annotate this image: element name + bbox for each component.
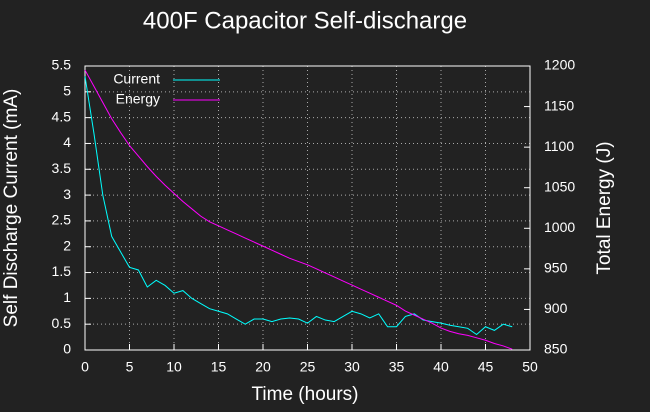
y2-tick-label: 1000 [544, 219, 575, 235]
y-tick-label: 2 [63, 237, 71, 253]
legend-label: Current [113, 71, 160, 87]
x-axis-label: Time (hours) [252, 384, 359, 405]
y-tick-label: 4 [63, 134, 71, 150]
y2-tick-label: 900 [544, 300, 568, 316]
y2-tick-label: 950 [544, 260, 568, 276]
y-tick-label: 1.5 [52, 263, 72, 279]
y-tick-label: 0.5 [52, 315, 72, 331]
x-tick-label: 45 [478, 359, 494, 375]
y-tick-label: 5.5 [52, 57, 72, 73]
x-tick-label: 5 [126, 359, 134, 375]
y2-tick-label: 1150 [544, 97, 574, 113]
x-tick-label: 35 [389, 359, 405, 375]
y-tick-label: 5 [63, 83, 71, 99]
series-line [84, 69, 513, 350]
y2-tick-label: 850 [544, 341, 568, 357]
y2-axis-label: Total Energy (J) [594, 141, 615, 274]
y-tick-label: 3.5 [52, 160, 72, 176]
y-tick-label: 4.5 [52, 108, 72, 124]
x-tick-label: 0 [81, 359, 89, 375]
y-axis-label: Self Discharge Current (mA) [1, 89, 22, 328]
x-tick-label: 10 [166, 359, 182, 375]
y-tick-label: 3 [63, 186, 71, 202]
x-tick-label: 15 [211, 359, 227, 375]
series-line [84, 76, 513, 336]
chart-title: 400F Capacitor Self-discharge [143, 7, 467, 34]
y-tick-label: 2.5 [52, 212, 72, 228]
x-tick-label: 40 [433, 359, 449, 375]
legend-label: Energy [116, 91, 160, 107]
y2-tick-label: 1200 [544, 57, 575, 73]
y-tick-label: 1 [63, 289, 71, 305]
plot-frame [84, 65, 531, 351]
y2-tick-label: 1050 [544, 178, 575, 194]
x-tick-label: 20 [255, 359, 271, 375]
y2-tick-label: 1100 [544, 138, 574, 154]
x-tick-label: 30 [344, 359, 360, 375]
y-tick-label: 0 [63, 341, 71, 357]
x-tick-label: 50 [522, 359, 538, 375]
x-tick-label: 25 [300, 359, 316, 375]
